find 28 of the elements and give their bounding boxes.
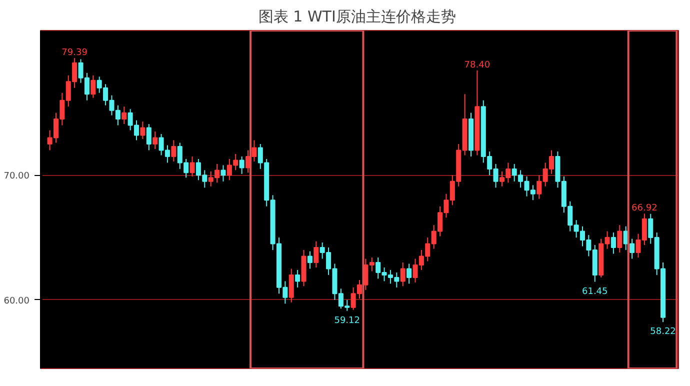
chart-title: 图表 1 WTI原油主连价格走势 (258, 8, 456, 26)
y-tick-label: 70.00 (4, 172, 30, 182)
annotation: 61.45 (582, 286, 608, 297)
y-tick-label: 60.00 (4, 296, 30, 306)
candlestick (252, 140, 257, 162)
candlestick (307, 250, 312, 270)
candlestick (406, 263, 412, 284)
candlestick (610, 232, 616, 254)
candlestick (171, 140, 176, 162)
candlestick (239, 156, 244, 174)
candlestick (122, 106, 127, 125)
annotation: 79.39 (62, 48, 88, 58)
candlestick (630, 238, 635, 260)
annotation: 78.40 (464, 60, 490, 70)
candlestick (400, 262, 406, 287)
candlestick (314, 240, 319, 268)
annotation: 58.22 (650, 327, 676, 338)
annotation: 59.12 (334, 316, 360, 326)
candlestick (220, 164, 226, 182)
candlestick (90, 74, 96, 98)
candlestick (288, 268, 294, 303)
candlestick (295, 269, 300, 288)
annotation: 66.92 (632, 204, 658, 214)
candlestick (140, 121, 146, 140)
candlestick (146, 124, 152, 151)
candlestick (190, 156, 195, 177)
candlestick (152, 131, 158, 150)
candlestick (617, 224, 622, 254)
